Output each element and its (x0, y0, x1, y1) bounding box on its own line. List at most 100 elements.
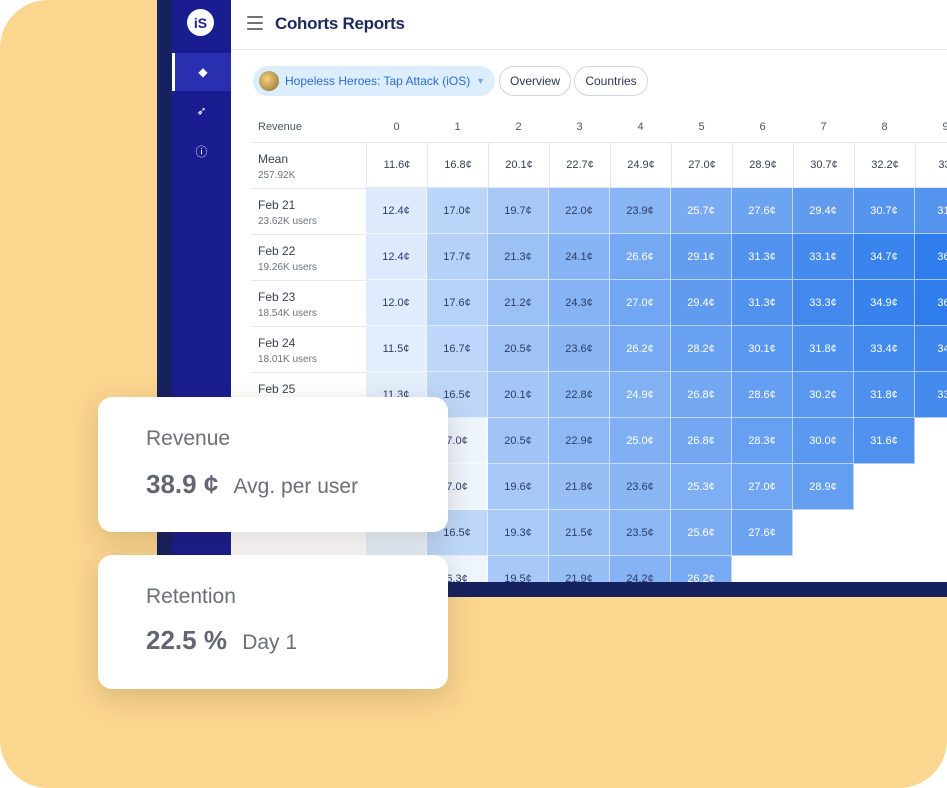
cohort-cell: 26.8¢ (671, 418, 732, 464)
cohort-users: 18.01K users (258, 354, 317, 365)
metric-header: Revenue (258, 121, 303, 133)
menu-icon[interactable] (247, 16, 263, 30)
cohort-cell: 22.8¢ (549, 372, 610, 418)
cohort-users: 19.26K users (258, 262, 317, 273)
column-header: 5 (698, 121, 705, 133)
app-avatar (259, 71, 279, 91)
revenue-card-value-line: 38.9 ¢ Avg. per user (146, 469, 358, 500)
cohort-cell: 28.2¢ (671, 326, 732, 372)
cohort-cell: 26.6¢ (610, 234, 671, 280)
retention-value: 22.5 (146, 625, 197, 655)
countries-button[interactable]: Countries (574, 66, 648, 96)
cohort-cell: 36. (915, 280, 947, 326)
top-bar: Cohorts Reports (231, 0, 947, 50)
mean-sub: 257.92K (258, 170, 296, 181)
cohort-users: 18.54K users (258, 308, 317, 319)
cohort-cell: 29.4¢ (671, 280, 732, 326)
cohort-cell: 19.6¢ (488, 464, 549, 510)
cohort-cell: 20.1¢ (488, 372, 549, 418)
revenue-card: Revenue 38.9 ¢ Avg. per user (98, 397, 448, 532)
cohort-cell: 21.5¢ (549, 510, 610, 556)
cohort-date: Feb 23 (258, 290, 296, 304)
cohort-date: Feb 22 (258, 244, 296, 258)
cohort-cell: 23.6¢ (610, 464, 671, 510)
cohort-cell: 20.5¢ (488, 418, 549, 464)
cohort-cell: 31.3¢ (732, 234, 793, 280)
cohort-cell: 33.1¢ (793, 234, 854, 280)
cohort-cell: 34. (915, 326, 947, 372)
cohort-cell: 26.2¢ (671, 556, 732, 582)
cohort-date: Feb 24 (258, 336, 296, 350)
page-title: Cohorts Reports (275, 14, 405, 33)
app-selector-label: Hopeless Heroes: Tap Attack (iOS) (285, 74, 471, 88)
cohort-cell: 27.6¢ (732, 510, 793, 556)
column-header: 4 (637, 121, 644, 133)
cohort-cell: 36. (915, 234, 947, 280)
sidebar-item-diamond[interactable]: ◆ (172, 53, 231, 91)
cohort-date: Feb 21 (258, 198, 296, 212)
retention-card-value-line: 22.5 % Day 1 (146, 625, 297, 656)
mean-cell: 22.7¢ (549, 142, 610, 188)
app-logo[interactable]: iS (187, 9, 214, 36)
mean-cell: 30.7¢ (793, 142, 854, 188)
cohort-cell: 26.2¢ (610, 326, 671, 372)
cohort-cell: 31.6¢ (854, 418, 915, 464)
cohort-cell: 31.8¢ (793, 326, 854, 372)
cohort-cell: 25.7¢ (671, 188, 732, 234)
retention-card: Retention 22.5 % Day 1 (98, 555, 448, 689)
cohort-cell: 30.2¢ (793, 372, 854, 418)
cohort-date: Feb 25 (258, 382, 296, 396)
cohort-cell: 30.7¢ (854, 188, 915, 234)
cohort-cell: 29.1¢ (671, 234, 732, 280)
column-header: 6 (759, 121, 766, 133)
cohort-users: 23.62K users (258, 216, 317, 227)
cohort-cell: 28.3¢ (732, 418, 793, 464)
cohort-cell: 34.7¢ (854, 234, 915, 280)
rocket-icon: ➶ (196, 104, 207, 118)
overview-button[interactable]: Overview (499, 66, 571, 96)
revenue-caption: Avg. per user (233, 475, 359, 498)
sidebar-item-rocket[interactable]: ➶ (172, 92, 231, 130)
cohort-cell: 19.7¢ (488, 188, 549, 234)
cohort-cell: 23.6¢ (549, 326, 610, 372)
cohort-cell: 12.4¢ (366, 188, 427, 234)
cohort-cell: 17.6¢ (427, 280, 488, 326)
cohort-cell: 25.6¢ (671, 510, 732, 556)
column-header: 1 (454, 121, 461, 133)
app-selector[interactable]: Hopeless Heroes: Tap Attack (iOS) ▼ (253, 66, 495, 96)
cohort-cell: 24.9¢ (610, 372, 671, 418)
cohort-cell: 30.1¢ (732, 326, 793, 372)
cohort-cell: 22.9¢ (549, 418, 610, 464)
cohort-cell: 12.0¢ (366, 280, 427, 326)
cohort-cell: 21.3¢ (488, 234, 549, 280)
cohort-cell: 19.5¢ (488, 556, 549, 582)
cohort-cell: 25.0¢ (610, 418, 671, 464)
column-header: 7 (820, 121, 827, 133)
mean-cell: 20.1¢ (488, 142, 549, 188)
cohort-cell: 16.7¢ (427, 326, 488, 372)
mean-cell: 16.8¢ (427, 142, 488, 188)
mean-cell: 32.2¢ (854, 142, 915, 188)
mean-row-label: Mean 257.92K (251, 142, 366, 188)
cohort-cell: 27.6¢ (732, 188, 793, 234)
cohort-cell: 27.0¢ (610, 280, 671, 326)
cohort-cell: 33.4¢ (854, 326, 915, 372)
sidebar-item-info[interactable]: ⓘ (172, 132, 231, 170)
cohort-cell: 31.8¢ (854, 372, 915, 418)
column-header: 9 (942, 121, 947, 133)
cohort-cell: 23.5¢ (610, 510, 671, 556)
chevron-down-icon: ▼ (476, 76, 485, 86)
cohort-cell: 26.8¢ (671, 372, 732, 418)
revenue-unit: ¢ (203, 469, 219, 499)
diamond-icon: ◆ (198, 65, 208, 79)
mean-label: Mean (258, 152, 289, 166)
cohort-cell: 21.9¢ (549, 556, 610, 582)
cohort-cell: 33.3¢ (793, 280, 854, 326)
cohort-row-label: Feb 23 18.54K users (251, 280, 366, 326)
cohort-cell: 28.9¢ (793, 464, 854, 510)
cohort-cell: 24.3¢ (549, 280, 610, 326)
cohort-cell: 33. (915, 372, 947, 418)
column-header: 2 (515, 121, 522, 133)
mean-cell: 11.6¢ (366, 142, 427, 188)
column-header: 8 (881, 121, 888, 133)
